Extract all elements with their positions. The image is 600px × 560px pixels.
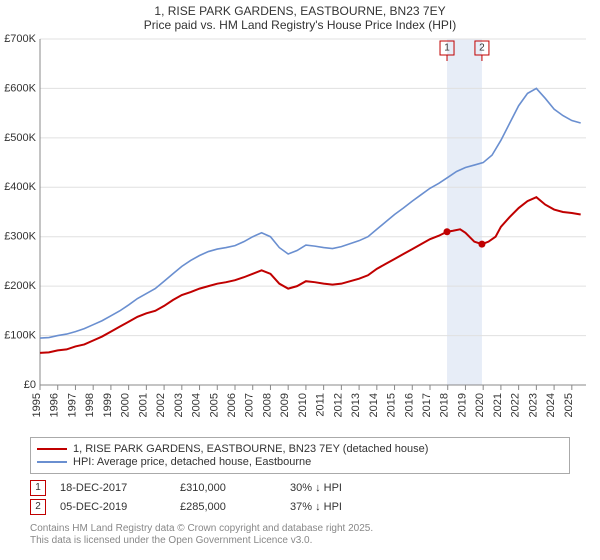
title-line-2: Price paid vs. HM Land Registry's House … — [0, 18, 600, 32]
chart-title: 1, RISE PARK GARDENS, EASTBOURNE, BN23 7… — [0, 0, 600, 33]
x-tick-label: 2025 — [563, 393, 575, 417]
y-tick-label: £600K — [4, 82, 36, 94]
annotation-delta: 30% ↓ HPI — [290, 482, 342, 494]
legend-label: 1, RISE PARK GARDENS, EASTBOURNE, BN23 7… — [73, 443, 428, 455]
x-tick-label: 2004 — [191, 393, 203, 417]
x-tick-label: 2019 — [456, 393, 468, 417]
series-hpi — [40, 88, 581, 338]
x-tick-label: 1999 — [102, 393, 114, 417]
y-tick-label: £300K — [4, 230, 36, 242]
x-tick-label: 2000 — [120, 393, 132, 417]
annotation-delta: 37% ↓ HPI — [290, 501, 342, 513]
x-tick-label: 2018 — [439, 393, 451, 417]
x-tick-label: 2021 — [492, 393, 504, 417]
footer-line-1: Contains HM Land Registry data © Crown c… — [30, 523, 570, 535]
sale-point — [478, 240, 485, 247]
chart-area: £0 £100K £200K £300K £400K £500K £600K £700K 199… — [0, 33, 600, 433]
y-tick-label: £200K — [4, 280, 36, 292]
x-tick-label: 2015 — [386, 393, 398, 417]
x-tick-label: 2007 — [244, 393, 256, 417]
x-tick-label: 1995 — [31, 393, 43, 417]
x-tick-label: 2013 — [350, 393, 362, 417]
legend-item: HPI: Average price, detached house, East… — [37, 456, 563, 468]
y-tick-label: £500K — [4, 132, 36, 144]
footer-line-2: This data is licensed under the Open Gov… — [30, 535, 570, 547]
annotation-num-box: 1 — [30, 480, 46, 496]
annotation-price: £310,000 — [180, 482, 290, 494]
x-tick-label: 2008 — [261, 393, 273, 417]
y-tick-label: £700K — [4, 33, 36, 45]
line-chart: £0 £100K £200K £300K £400K £500K £600K £700K 199… — [0, 33, 600, 433]
x-tick-label: 2001 — [137, 393, 149, 417]
sale-marker-num: 1 — [444, 42, 450, 53]
sale-point — [444, 228, 451, 235]
annotation-row: 2 05-DEC-2019£285,00037% ↓ HPI — [30, 499, 570, 515]
legend-swatch — [37, 461, 67, 463]
x-tick-label: 1996 — [49, 393, 61, 417]
x-tick-label: 2017 — [421, 393, 433, 417]
annotation-date: 18-DEC-2017 — [60, 482, 180, 494]
x-tick-label: 2022 — [510, 393, 522, 417]
legend-item: 1, RISE PARK GARDENS, EASTBOURNE, BN23 7… — [37, 443, 563, 455]
legend: 1, RISE PARK GARDENS, EASTBOURNE, BN23 7… — [30, 437, 570, 474]
x-tick-label: 2002 — [155, 393, 167, 417]
x-tick-label: 2005 — [208, 393, 220, 417]
x-tick-label: 1998 — [84, 393, 96, 417]
legend-label: HPI: Average price, detached house, East… — [73, 456, 311, 468]
x-tick-label: 2012 — [332, 393, 344, 417]
series-price_paid — [40, 197, 581, 353]
sale-annotations: 1 18-DEC-2017£310,00030% ↓ HPI 2 05-DEC-201… — [30, 480, 570, 515]
y-tick-label: £100K — [4, 329, 36, 341]
x-tick-label: 2020 — [474, 393, 486, 417]
x-tick-label: 2016 — [403, 393, 415, 417]
shaded-sale-region — [447, 39, 482, 385]
x-tick-label: 2010 — [297, 393, 309, 417]
x-tick-label: 2023 — [527, 393, 539, 417]
x-tick-label: 2011 — [315, 393, 327, 417]
y-tick-label: £0 — [24, 379, 36, 391]
x-tick-label: 2009 — [279, 393, 291, 417]
x-tick-label: 2024 — [545, 393, 557, 417]
x-tick-label: 2006 — [226, 393, 238, 417]
annotation-row: 1 18-DEC-2017£310,00030% ↓ HPI — [30, 480, 570, 496]
x-tick-label: 2003 — [173, 393, 185, 417]
x-tick-label: 2014 — [368, 393, 380, 417]
title-line-1: 1, RISE PARK GARDENS, EASTBOURNE, BN23 7… — [0, 4, 600, 18]
sale-marker-num: 2 — [479, 42, 485, 53]
annotation-price: £285,000 — [180, 501, 290, 513]
annotation-num-box: 2 — [30, 499, 46, 515]
legend-swatch — [37, 448, 67, 450]
y-tick-label: £400K — [4, 181, 36, 193]
x-tick-label: 1997 — [66, 393, 78, 417]
attribution-footer: Contains HM Land Registry data © Crown c… — [30, 523, 570, 547]
annotation-date: 05-DEC-2019 — [60, 501, 180, 513]
